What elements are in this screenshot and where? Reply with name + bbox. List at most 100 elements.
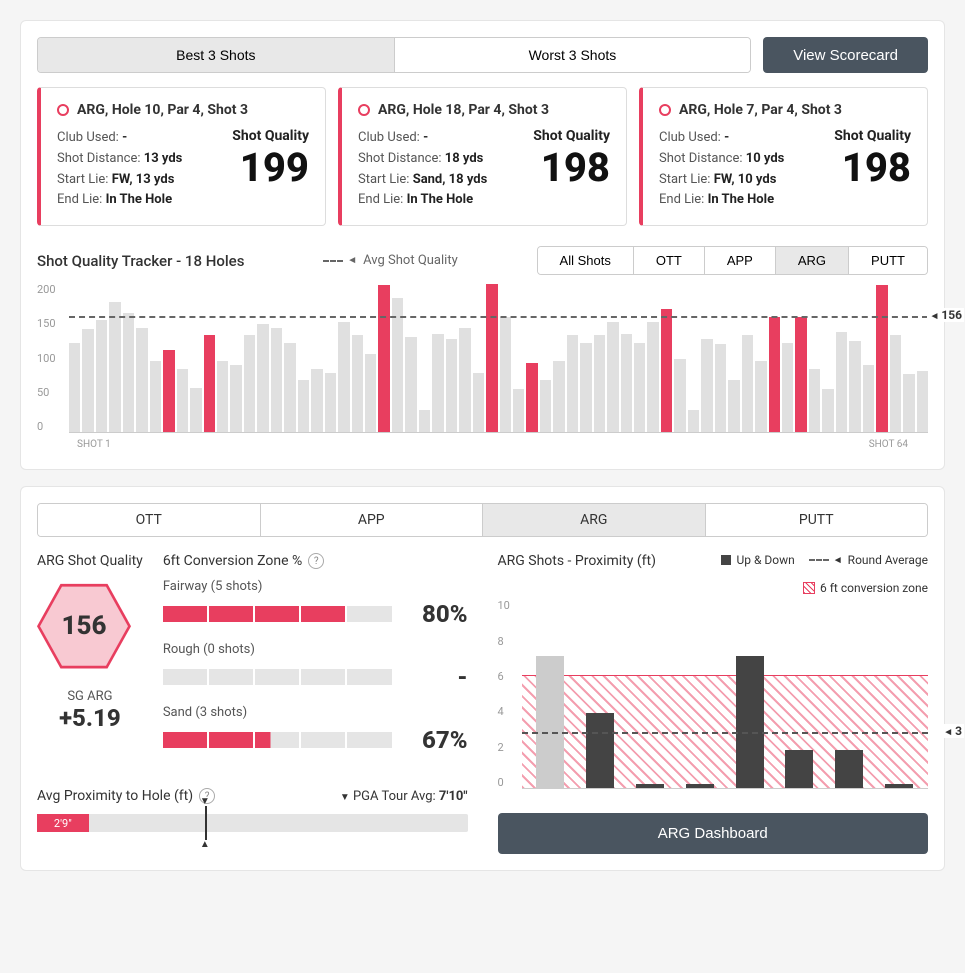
- tracker-bar[interactable]: [392, 298, 403, 432]
- shot-card[interactable]: ARG, Hole 10, Par 4, Shot 3 Club Used: -…: [37, 87, 326, 226]
- tracker-bar[interactable]: [500, 317, 511, 432]
- prox-avg-label: 3: [941, 724, 964, 738]
- shot-details: Club Used: - Shot Distance: 10 yds Start…: [659, 128, 784, 211]
- lower-tab-ott[interactable]: OTT: [38, 504, 261, 536]
- lower-tab-arg[interactable]: ARG: [483, 504, 706, 536]
- filter-tab-all-shots[interactable]: All Shots: [538, 247, 634, 274]
- arg-dashboard-button[interactable]: ARG Dashboard: [498, 813, 929, 854]
- tracker-bar[interactable]: [849, 341, 860, 432]
- tracker-bar[interactable]: [607, 322, 618, 432]
- tracker-bar[interactable]: [782, 343, 793, 432]
- legend-zone: 6 ft conversion zone: [820, 581, 928, 595]
- tracker-bar[interactable]: [580, 343, 591, 432]
- tracker-bar[interactable]: [204, 335, 215, 432]
- tracker-bar[interactable]: [755, 361, 766, 432]
- tracker-bar[interactable]: [540, 380, 551, 432]
- tracker-bar[interactable]: [661, 309, 672, 432]
- tracker-bar[interactable]: [177, 369, 188, 432]
- tracker-bar[interactable]: [903, 374, 914, 432]
- tracker-bar[interactable]: [230, 365, 241, 432]
- lower-panel: OTTAPPARGPUTT ARG Shot Quality 156 SG AR…: [20, 486, 945, 871]
- tracker-bar[interactable]: [526, 363, 537, 432]
- tracker-bar[interactable]: [688, 410, 699, 432]
- tracker-bar[interactable]: [96, 320, 107, 432]
- filter-tab-putt[interactable]: PUTT: [849, 247, 927, 274]
- tracker-bar[interactable]: [715, 344, 726, 432]
- tracker-bar[interactable]: [647, 322, 658, 432]
- tracker-bar[interactable]: [594, 335, 605, 432]
- proximity-bar[interactable]: [835, 750, 863, 788]
- tracker-bar[interactable]: [863, 365, 874, 432]
- tracker-bar[interactable]: [271, 328, 282, 432]
- tracker-bar[interactable]: [352, 335, 363, 432]
- tracker-bar[interactable]: [82, 329, 93, 432]
- tracker-bar[interactable]: [244, 335, 255, 432]
- tracker-bar[interactable]: [742, 335, 753, 432]
- tracker-bar[interactable]: [513, 389, 524, 432]
- tracker-bar[interactable]: [378, 285, 389, 433]
- tracker-bar[interactable]: [634, 343, 645, 432]
- tracker-bar[interactable]: [298, 380, 309, 432]
- tracker-bar[interactable]: [701, 339, 712, 432]
- lower-tab-putt[interactable]: PUTT: [706, 504, 928, 536]
- tracker-bar[interactable]: [311, 369, 322, 432]
- tracker-bar[interactable]: [822, 389, 833, 432]
- tracker-bar[interactable]: [123, 313, 134, 432]
- tracker-title: Shot Quality Tracker - 18 Holes: [37, 252, 244, 270]
- tracker-bar[interactable]: [419, 410, 430, 432]
- tracker-bar[interactable]: [917, 371, 928, 432]
- tracker-bar[interactable]: [769, 317, 780, 432]
- proximity-bar[interactable]: [586, 713, 614, 789]
- tracker-bar[interactable]: [473, 373, 484, 433]
- tracker-bar[interactable]: [459, 328, 470, 432]
- sg-arg-value: +5.19: [37, 704, 143, 732]
- proximity-chart: 1086420 3: [498, 599, 929, 799]
- tracker-bar[interactable]: [728, 380, 739, 432]
- tracker-bar[interactable]: [553, 361, 564, 432]
- tracker-bar[interactable]: [150, 361, 161, 432]
- tracker-bar[interactable]: [257, 324, 268, 432]
- tracker-bar[interactable]: [190, 388, 201, 433]
- tracker-bar[interactable]: [338, 322, 349, 432]
- tracker-bar[interactable]: [836, 332, 847, 433]
- proximity-bar[interactable]: [885, 784, 913, 788]
- lower-tab-app[interactable]: APP: [261, 504, 484, 536]
- tracker-bar[interactable]: [325, 373, 336, 433]
- tracker-bar[interactable]: [163, 350, 174, 432]
- help-icon[interactable]: ?: [308, 553, 324, 569]
- filter-tab-app[interactable]: APP: [705, 247, 776, 274]
- tracker-bar[interactable]: [621, 334, 632, 432]
- shot-card[interactable]: ARG, Hole 7, Par 4, Shot 3 Club Used: - …: [639, 87, 928, 226]
- tracker-bar[interactable]: [567, 335, 578, 432]
- tab-best-shots[interactable]: Best 3 Shots: [38, 38, 395, 72]
- tracker-bar[interactable]: [405, 337, 416, 432]
- tracker-bar[interactable]: [136, 328, 147, 432]
- tracker-bar[interactable]: [217, 361, 228, 432]
- avg-proximity-label: Avg Proximity to Hole (ft): [37, 788, 193, 804]
- filter-tab-arg[interactable]: ARG: [776, 247, 849, 274]
- proximity-bar[interactable]: [686, 784, 714, 788]
- proximity-bar[interactable]: [736, 656, 764, 788]
- sg-arg-label: SG ARG: [37, 689, 143, 704]
- tracker-bar[interactable]: [876, 285, 887, 433]
- tracker-bar[interactable]: [284, 343, 295, 432]
- tracker-bar[interactable]: [795, 317, 806, 432]
- shot-card[interactable]: ARG, Hole 18, Par 4, Shot 3 Club Used: -…: [338, 87, 627, 226]
- tracker-bar[interactable]: [674, 359, 685, 432]
- tracker-bar[interactable]: [365, 354, 376, 432]
- tracker-bar[interactable]: [69, 343, 80, 432]
- proximity-bar[interactable]: [785, 750, 813, 788]
- tracker-bar[interactable]: [446, 339, 457, 432]
- filter-tab-ott[interactable]: OTT: [634, 247, 705, 274]
- view-scorecard-button[interactable]: View Scorecard: [763, 37, 928, 73]
- tracker-bar[interactable]: [890, 335, 901, 432]
- proximity-bar[interactable]: [636, 784, 664, 788]
- tracker-bar[interactable]: [432, 334, 443, 432]
- proximity-bar: 2'9": [37, 814, 468, 832]
- tracker-bar[interactable]: [109, 302, 120, 432]
- legend-round-avg: Round Average: [848, 553, 928, 567]
- tracker-bar[interactable]: [486, 284, 497, 432]
- proximity-bar[interactable]: [536, 656, 564, 788]
- tab-worst-shots[interactable]: Worst 3 Shots: [395, 38, 751, 72]
- tracker-bar[interactable]: [809, 369, 820, 432]
